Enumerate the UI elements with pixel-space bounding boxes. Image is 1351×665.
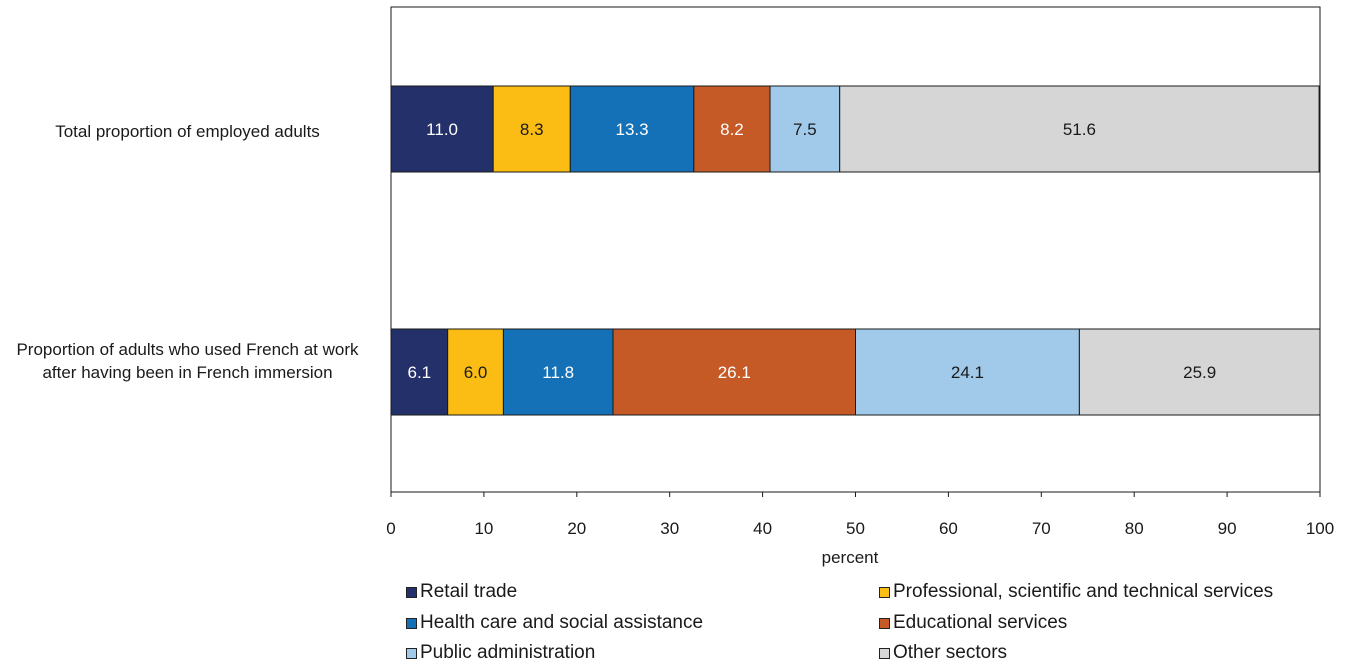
bar-segment-0-2 bbox=[569, 85, 695, 173]
legend-item-professional-services: Professional, scientific and technical s… bbox=[879, 580, 1273, 604]
bar-segment-1-5 bbox=[1078, 328, 1321, 416]
bar-segment-0-1 bbox=[492, 85, 571, 173]
data-label-0-0: 11.0 bbox=[426, 120, 458, 139]
legend-swatch bbox=[879, 586, 890, 598]
category-label-0: Total proportion of employed adults bbox=[55, 122, 320, 141]
legend-label: Retail trade bbox=[420, 581, 518, 602]
bar-segment-1-0 bbox=[390, 328, 449, 416]
bar-segment-1-2 bbox=[502, 328, 614, 416]
bar-segment-1-1 bbox=[447, 328, 504, 416]
data-label-0-2: 13.3 bbox=[616, 120, 649, 139]
bar-segment-0-3 bbox=[693, 85, 771, 173]
legend-item-retail-trade: Retail trade bbox=[406, 580, 517, 604]
legend-swatch bbox=[406, 647, 417, 659]
legend-label: Other sectors bbox=[893, 642, 1008, 663]
data-label-1-4: 24.1 bbox=[951, 363, 984, 382]
bar-segment-0-4 bbox=[769, 85, 841, 173]
legend-swatch bbox=[406, 586, 417, 598]
data-label-1-1: 6.0 bbox=[464, 363, 488, 382]
legend-swatch bbox=[879, 617, 890, 629]
data-label-1-0: 6.1 bbox=[408, 363, 432, 382]
legend-label: Public administration bbox=[420, 642, 596, 663]
bar-segment-0-0 bbox=[390, 85, 494, 173]
legend-label: Health care and social assistance bbox=[420, 612, 704, 633]
bar-segment-1-3 bbox=[612, 328, 856, 416]
x-tick-label: 0 bbox=[386, 519, 395, 538]
x-tick-label: 100 bbox=[1306, 519, 1334, 538]
x-tick-label: 60 bbox=[939, 519, 958, 538]
x-tick-label: 40 bbox=[753, 519, 772, 538]
x-axis-title: percent bbox=[821, 548, 879, 567]
x-tick-label: 30 bbox=[660, 519, 679, 538]
data-label-0-3: 8.2 bbox=[720, 120, 744, 139]
x-tick-label: 70 bbox=[1032, 519, 1051, 538]
data-label-0-4: 7.5 bbox=[793, 120, 817, 139]
x-tick-label: 50 bbox=[846, 519, 865, 538]
data-label-1-5: 25.9 bbox=[1183, 363, 1216, 382]
legend-label: Professional, scientific and technical s… bbox=[893, 581, 1274, 602]
x-tick-label: 20 bbox=[567, 519, 586, 538]
legend-label: Educational services bbox=[893, 612, 1068, 633]
plot-area bbox=[390, 6, 1321, 493]
legend-item-educational-services: Educational services bbox=[879, 611, 1067, 635]
bar-segment-0-5 bbox=[839, 85, 1320, 173]
data-label-1-2: 11.8 bbox=[542, 363, 574, 382]
x-tick-label: 80 bbox=[1125, 519, 1144, 538]
legend-swatch bbox=[406, 617, 417, 629]
data-label-1-3: 26.1 bbox=[718, 363, 751, 382]
data-label-0-1: 8.3 bbox=[520, 120, 544, 139]
legend-item-public-administration: Public administration bbox=[406, 641, 595, 665]
category-label-1: Proportion of adults who used French at … bbox=[16, 340, 359, 382]
x-tick-label: 90 bbox=[1218, 519, 1237, 538]
legend-swatch bbox=[879, 647, 890, 659]
legend-item-other-sectors: Other sectors bbox=[879, 641, 1007, 665]
data-label-0-5: 51.6 bbox=[1063, 120, 1096, 139]
legend-item-health-care: Health care and social assistance bbox=[406, 611, 703, 635]
x-tick-label: 10 bbox=[474, 519, 493, 538]
